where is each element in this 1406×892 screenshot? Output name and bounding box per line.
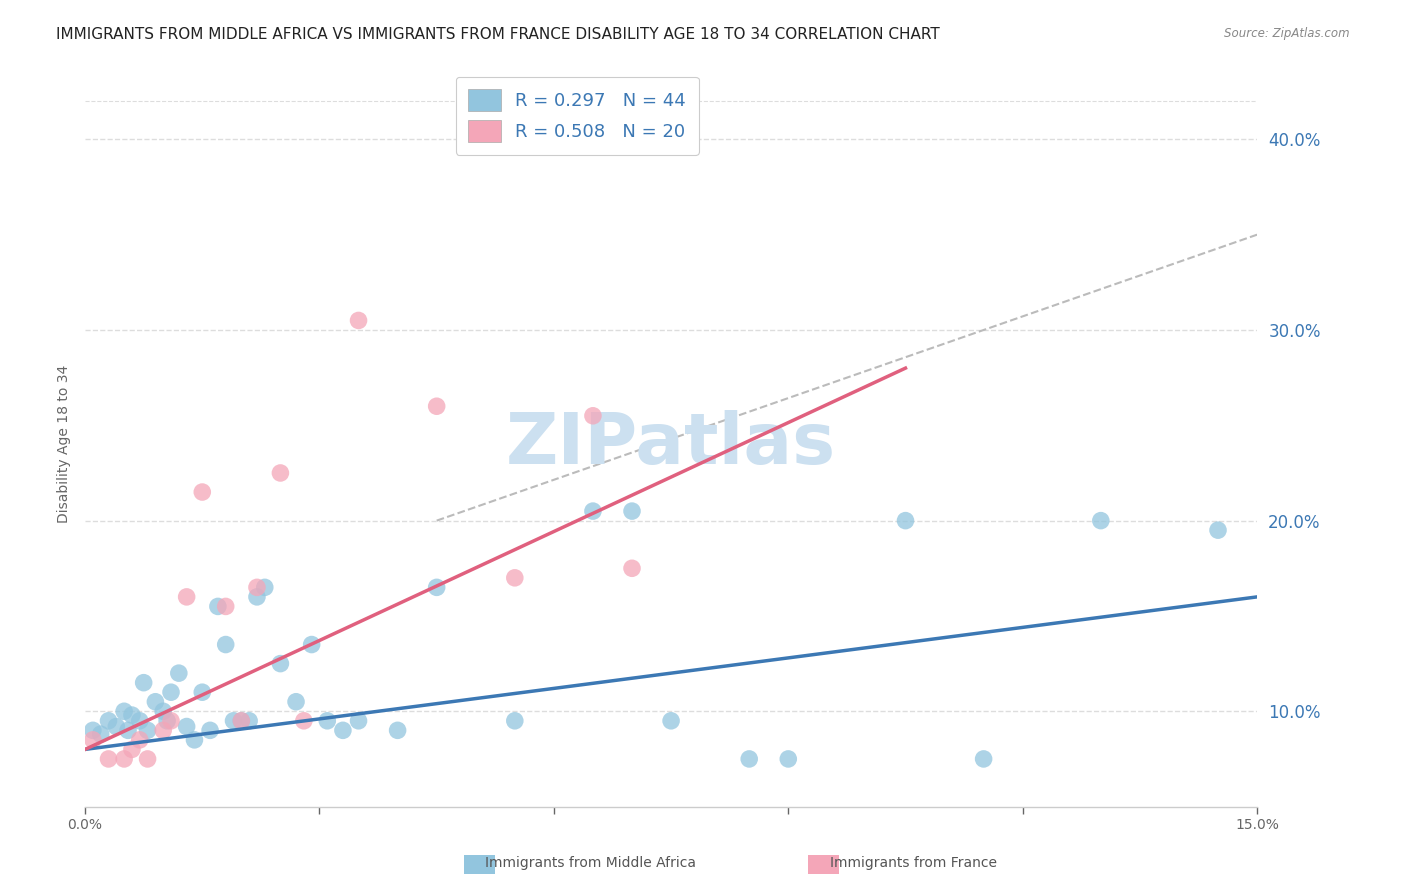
Y-axis label: Disability Age 18 to 34: Disability Age 18 to 34 xyxy=(58,365,72,524)
Point xyxy=(90,727,112,741)
Point xyxy=(176,590,198,604)
Point xyxy=(105,719,128,733)
Point xyxy=(426,580,449,594)
Legend: R = 0.297   N = 44, R = 0.508   N = 20: R = 0.297 N = 44, R = 0.508 N = 20 xyxy=(456,77,699,155)
Point xyxy=(238,714,260,728)
Point xyxy=(136,752,159,766)
Point xyxy=(778,752,800,766)
Point xyxy=(269,466,291,480)
Point xyxy=(160,714,183,728)
Point xyxy=(97,752,120,766)
Point xyxy=(82,723,104,738)
Point xyxy=(301,638,323,652)
Text: Immigrants from Middle Africa: Immigrants from Middle Africa xyxy=(485,855,696,870)
Point xyxy=(198,723,221,738)
Point xyxy=(659,714,682,728)
Point xyxy=(621,561,644,575)
Point xyxy=(160,685,183,699)
Point xyxy=(121,708,143,723)
Point xyxy=(117,723,139,738)
Point xyxy=(207,599,229,614)
Point xyxy=(156,714,179,728)
Point xyxy=(128,714,150,728)
Text: Source: ZipAtlas.com: Source: ZipAtlas.com xyxy=(1225,27,1350,40)
Point xyxy=(222,714,245,728)
Point xyxy=(246,580,269,594)
Point xyxy=(191,485,214,500)
Point xyxy=(112,752,135,766)
Point xyxy=(894,514,917,528)
Point xyxy=(503,714,526,728)
Point xyxy=(621,504,644,518)
Point xyxy=(387,723,409,738)
Point xyxy=(231,714,253,728)
Point xyxy=(253,580,276,594)
Point xyxy=(973,752,995,766)
Point xyxy=(582,504,605,518)
Point xyxy=(332,723,354,738)
Point xyxy=(503,571,526,585)
Point xyxy=(215,599,238,614)
Point xyxy=(167,666,190,681)
Point xyxy=(269,657,291,671)
Point xyxy=(582,409,605,423)
Point xyxy=(215,638,238,652)
Point xyxy=(97,714,120,728)
Point xyxy=(176,719,198,733)
Point xyxy=(1206,523,1229,537)
Point xyxy=(246,590,269,604)
Point xyxy=(1090,514,1112,528)
Text: Immigrants from France: Immigrants from France xyxy=(831,855,997,870)
Point xyxy=(191,685,214,699)
Point xyxy=(347,714,370,728)
Point xyxy=(112,704,135,718)
Text: IMMIGRANTS FROM MIDDLE AFRICA VS IMMIGRANTS FROM FRANCE DISABILITY AGE 18 TO 34 : IMMIGRANTS FROM MIDDLE AFRICA VS IMMIGRA… xyxy=(56,27,941,42)
Point xyxy=(128,732,150,747)
Point xyxy=(426,399,449,413)
Text: ZIPatlas: ZIPatlas xyxy=(506,409,837,479)
Point xyxy=(738,752,761,766)
Point xyxy=(82,732,104,747)
Point xyxy=(316,714,339,728)
Point xyxy=(152,723,174,738)
Point xyxy=(136,723,159,738)
Point xyxy=(285,695,308,709)
Point xyxy=(132,675,155,690)
Point xyxy=(231,714,253,728)
Point xyxy=(347,313,370,327)
Point xyxy=(292,714,315,728)
Point xyxy=(152,704,174,718)
Point xyxy=(183,732,205,747)
Point xyxy=(145,695,167,709)
Point xyxy=(121,742,143,756)
